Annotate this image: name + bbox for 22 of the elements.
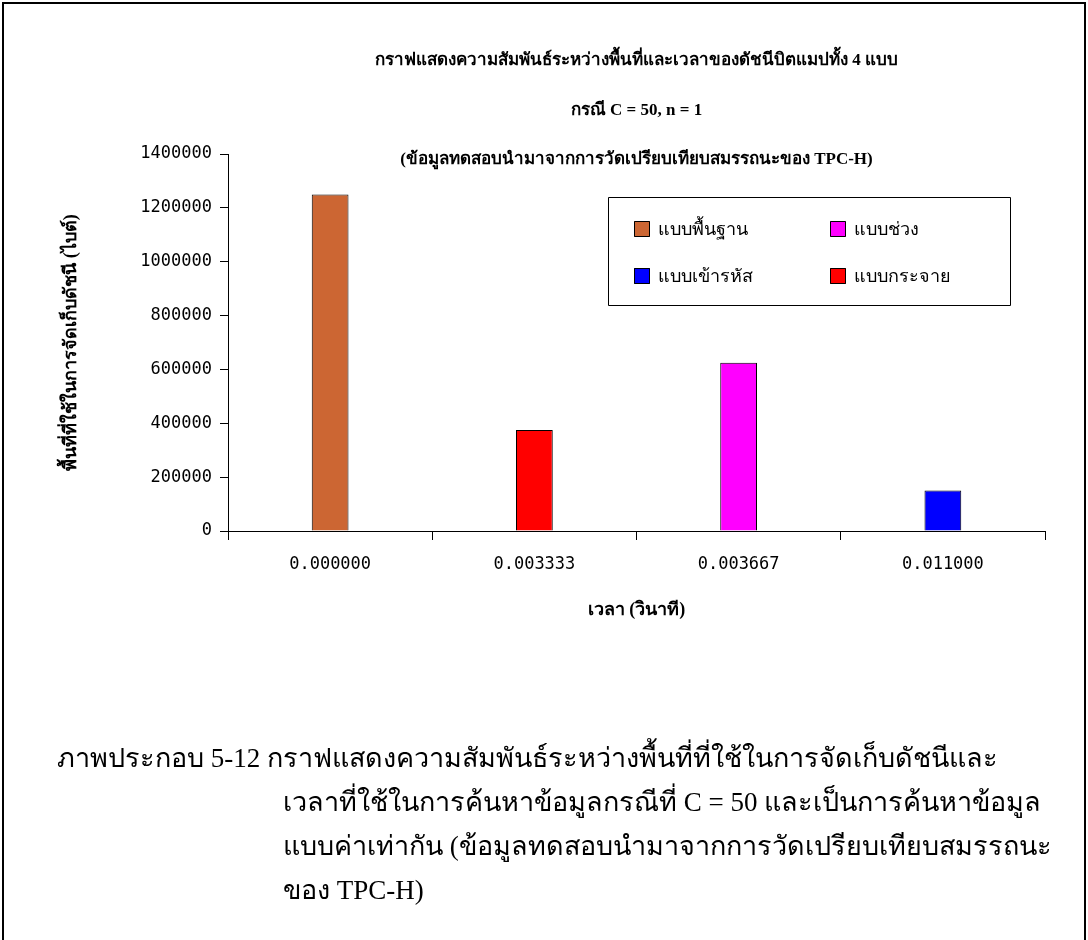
y-tick-label: 400000 [150, 411, 212, 432]
y-tick-label: 1200000 [140, 196, 212, 217]
y-tick-label: 200000 [150, 465, 212, 486]
x-tick-label: 0.000000 [289, 552, 372, 573]
x-axis-title: เวลา (วินาที) [587, 598, 686, 620]
chart-subtitle: กรณี C = 50, n = 1 [570, 98, 703, 119]
y-tick-label: 0 [201, 519, 212, 540]
annotation: (ข้อมูลทดสอบนำมาจากการวัดเปรียบเทียบสมรรถนะของ TPC-H) [400, 148, 873, 171]
x-tick-label: 0.011000 [901, 552, 984, 573]
legend-label: แบบช่วง [854, 217, 919, 239]
x-tick-label: 0.003333 [493, 552, 576, 573]
legend-label: แบบพื้นฐาน [658, 215, 748, 240]
legend-label: แบบกระจาย [854, 264, 951, 286]
y-tick-label: 1000000 [140, 250, 212, 271]
y-tick-label: 800000 [150, 303, 212, 324]
x-tick-label: 0.003667 [697, 552, 780, 573]
y-tick-label: 1400000 [140, 142, 212, 163]
y-tick-label: 600000 [150, 357, 212, 378]
chart-title: กราฟแสดงความสัมพันธ์ระหว่างพื้นที่และเวลาของดัชนีบิตแมปทั้ง 4 แบบ [375, 46, 898, 70]
legend-label: แบบเข้ารหัส [658, 264, 753, 286]
y-axis-title: พื้นที่ที่ใช้ในการจัดเก็บดัชนี (ไบต์) [56, 214, 82, 471]
text: ภาพประกอบ 5-12 กราฟแสดงความสัมพันธ์ระหว่างพื้นที่ที่ใช้ในการจัดเก็บดัชนีและเวลาที่ใช้ในการค้นหาข้อมูลกรณีที่ C = 50 และเป็นการค้นหาข้อมูลแบบค่าเท่ากัน (ข้อมูลทดสอบนำมาจากการวัดเปรียบเทียบสมรรถนะของ TPC-H) [57, 737, 1052, 907]
